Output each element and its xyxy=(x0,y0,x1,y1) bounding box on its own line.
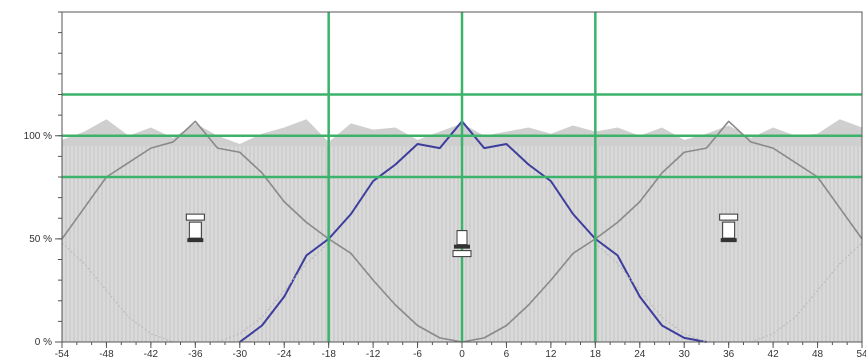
y-tick-label: 0 % xyxy=(35,337,52,348)
x-tick-label: -42 xyxy=(144,349,159,360)
x-tick-label: -54 xyxy=(55,349,70,360)
x-tick-label: 6 xyxy=(504,349,510,360)
x-tick-label: 12 xyxy=(545,349,557,360)
station-icon xyxy=(452,230,472,258)
x-tick-label: 24 xyxy=(634,349,646,360)
x-tick-label: 42 xyxy=(768,349,780,360)
station-icon xyxy=(719,213,739,243)
x-tick-label: -36 xyxy=(188,349,203,360)
x-tick-label: -24 xyxy=(277,349,292,360)
x-tick-label: 54 xyxy=(856,349,866,360)
x-tick-label: -6 xyxy=(413,349,422,360)
x-tick-label: 0 xyxy=(459,349,465,360)
x-tick-label: -12 xyxy=(366,349,381,360)
x-tick-label: -48 xyxy=(99,349,114,360)
x-tick-label: 36 xyxy=(723,349,735,360)
x-tick-label: 30 xyxy=(679,349,691,360)
x-tick-label: -18 xyxy=(321,349,336,360)
x-tick-label: 18 xyxy=(590,349,602,360)
x-tick-label: -30 xyxy=(233,349,248,360)
x-tick-label: 48 xyxy=(812,349,824,360)
y-tick-label: 50 % xyxy=(29,234,52,245)
station-icon xyxy=(185,213,205,243)
y-tick-label: 100 % xyxy=(24,131,52,142)
